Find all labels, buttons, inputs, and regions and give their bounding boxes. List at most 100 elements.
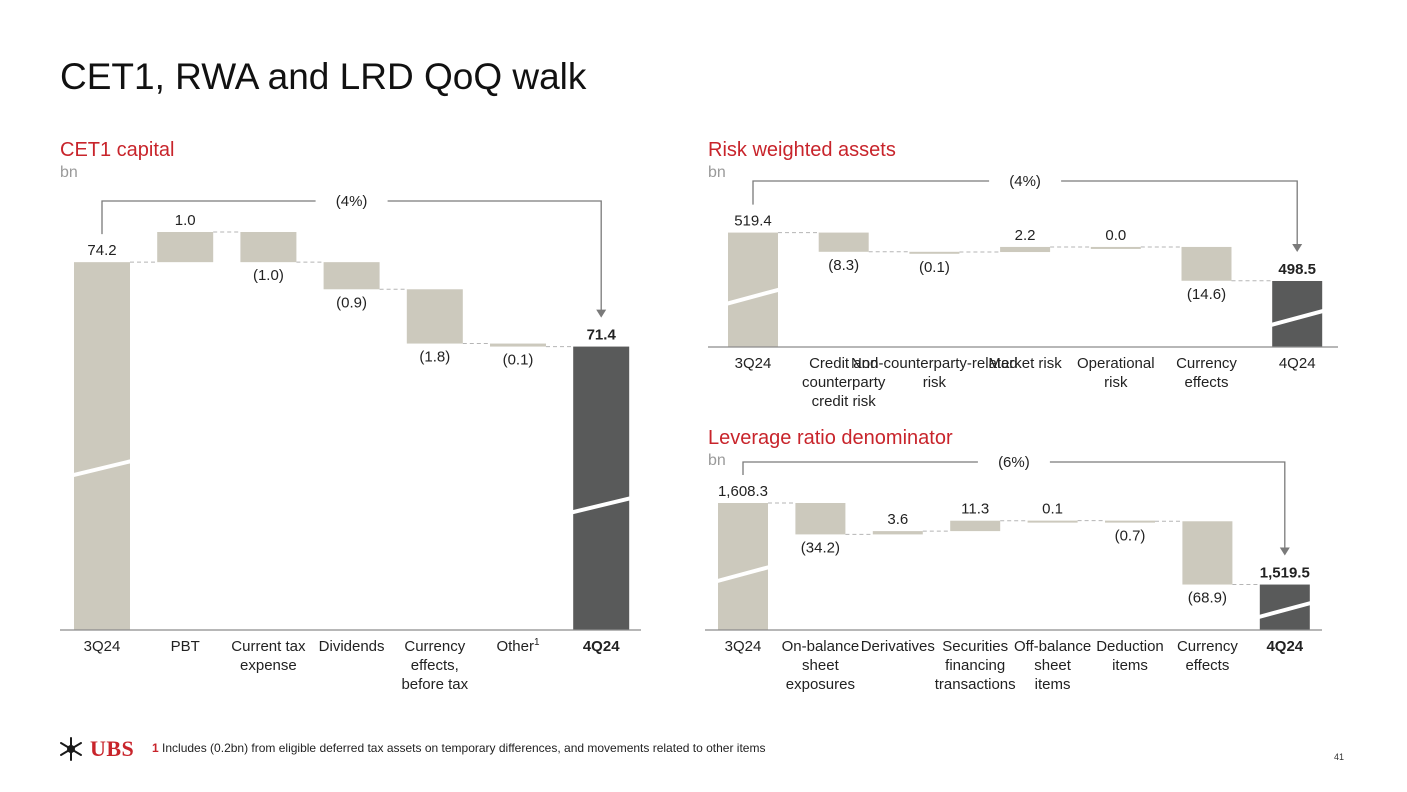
rwa-category-label-6: 4Q24 xyxy=(1279,355,1316,372)
lrd-bar-2 xyxy=(872,531,923,535)
rwa-scale-break-0 xyxy=(726,287,780,306)
lrd-bar-1 xyxy=(795,503,846,535)
cet1-bracket-right xyxy=(387,200,602,311)
cet1-value-label-2: (1.0) xyxy=(253,267,284,284)
cet1-category-label-0: 3Q24 xyxy=(84,638,121,655)
rwa-bracket-label: (4%) xyxy=(1009,173,1041,190)
lrd-bracket-arrow xyxy=(1279,547,1290,556)
lrd-chart: 1,608.3 (34.2) 3.6 11.3 0.1 (0.7) (68.9) 1,519.… xyxy=(705,454,1322,693)
lrd-bar-3 xyxy=(950,520,1001,532)
lrd-category-label-6: Currency effects xyxy=(1177,638,1238,674)
lrd-value-label-3: 11.3 xyxy=(961,501,989,518)
lrd-unit-label: bn xyxy=(708,452,726,469)
lrd-bracket-label: (6%) xyxy=(998,454,1030,471)
cet1-chart: 74.2 1.0 (1.0) (0.9) (1.8) (0.1) 71.4 3Q24 PBT Cu… xyxy=(60,193,641,693)
cet1-category-label-6: 4Q24 xyxy=(583,638,620,655)
lrd-scale-break-7 xyxy=(1258,601,1312,619)
lrd-bar-4 xyxy=(1027,520,1078,523)
cet1-bar-4 xyxy=(406,289,463,344)
lrd-category-label-7: 4Q24 xyxy=(1266,638,1303,655)
rwa-value-label-2: (0.1) xyxy=(919,259,950,276)
lrd-value-label-2: 3.6 xyxy=(887,511,908,528)
lrd-value-label-4: 0.1 xyxy=(1042,501,1063,518)
cet1-bar-0 xyxy=(74,262,130,630)
cet1-value-label-4: (1.8) xyxy=(419,349,450,366)
lrd-value-label-6: (68.9) xyxy=(1188,590,1227,607)
rwa-category-label-4: Operational risk xyxy=(1077,355,1155,391)
footnote-text: Includes (0.2bn) from eligible deferred … xyxy=(162,741,766,755)
lrd-bar-0 xyxy=(718,503,768,630)
rwa-value-label-6: 498.5 xyxy=(1278,261,1316,278)
lrd-category-label-2: Derivatives xyxy=(861,638,935,655)
rwa-category-label-1: Credit and counterparty credit risk xyxy=(802,355,886,410)
page-title: CET1, RWA and LRD QoQ walk xyxy=(60,56,587,97)
lrd-chart-title: Leverage ratio denominator xyxy=(708,427,953,449)
cet1-value-label-6: 71.4 xyxy=(587,327,617,344)
rwa-category-label-0: 3Q24 xyxy=(735,355,772,372)
lrd-bar-6 xyxy=(1182,521,1233,585)
rwa-bar-4 xyxy=(1090,246,1141,249)
lrd-category-label-3: Securities financing transactions xyxy=(935,638,1016,693)
rwa-value-label-4: 0.0 xyxy=(1105,227,1126,244)
footnote: 1 Includes (0.2bn) from eligible deferre… xyxy=(152,741,765,755)
cet1-bracket-left xyxy=(101,200,316,235)
cet1-category-label-1: PBT xyxy=(171,638,200,655)
rwa-bar-1 xyxy=(818,232,869,252)
cet1-category-label-5: Other1 xyxy=(496,637,540,655)
cet1-bracket-arrow xyxy=(596,309,607,318)
lrd-category-label-5: Deduction items xyxy=(1096,638,1164,674)
rwa-value-label-1: (8.3) xyxy=(828,257,859,274)
cet1-value-label-3: (0.9) xyxy=(336,294,367,311)
rwa-bar-5 xyxy=(1181,246,1232,281)
rwa-unit-label: bn xyxy=(708,164,726,181)
lrd-bar-5 xyxy=(1105,520,1155,523)
rwa-value-label-3: 2.2 xyxy=(1015,227,1036,244)
lrd-category-label-0: 3Q24 xyxy=(725,638,762,655)
rwa-bar-0 xyxy=(728,232,778,347)
cet1-value-label-0: 74.2 xyxy=(87,242,116,259)
lrd-category-label-4: Off-balance sheet items xyxy=(1014,638,1091,693)
cet1-bar-5 xyxy=(490,343,546,347)
cet1-bar-2 xyxy=(240,232,297,263)
rwa-category-label-2: Non-counterparty-related risk xyxy=(851,355,1018,391)
cet1-category-label-2: Current tax expense xyxy=(231,638,306,674)
rwa-chart: 519.4 (8.3) (0.1) 2.2 0.0 (14.6) 498.5 3Q24 Cred… xyxy=(708,173,1338,410)
cet1-category-label-3: Dividends xyxy=(319,638,385,655)
lrd-bracket-right xyxy=(1049,461,1286,549)
rwa-scale-break-6 xyxy=(1270,309,1324,327)
ubs-logo-text: UBS xyxy=(90,736,135,761)
cet1-bracket-label: (4%) xyxy=(336,193,368,210)
cet1-unit-label: bn xyxy=(60,164,78,181)
cet1-value-label-1: 1.0 xyxy=(175,212,196,229)
cet1-scale-break-0 xyxy=(72,459,132,478)
rwa-bracket-right xyxy=(1061,180,1298,245)
cet1-scale-break-6 xyxy=(571,496,631,515)
rwa-category-label-3: Market risk xyxy=(988,355,1062,372)
rwa-chart-title: Risk weighted assets xyxy=(708,139,896,161)
lrd-value-label-5: (0.7) xyxy=(1115,528,1146,545)
rwa-bar-2 xyxy=(909,251,960,254)
rwa-category-label-5: Currency effects xyxy=(1176,355,1237,391)
page-number: 41 xyxy=(1334,752,1345,762)
cet1-bar-6 xyxy=(573,346,630,630)
cet1-category-label-4: Currency effects, before tax xyxy=(401,638,468,693)
rwa-bar-3 xyxy=(1000,246,1051,253)
rwa-bracket-arrow xyxy=(1292,243,1303,252)
lrd-value-label-1: (34.2) xyxy=(801,539,840,556)
cet1-bar-3 xyxy=(323,262,380,290)
ubs-logo: UBS xyxy=(58,736,134,762)
rwa-value-label-0: 519.4 xyxy=(734,213,772,230)
lrd-category-label-1: On-balance sheet exposures xyxy=(782,638,860,693)
rwa-value-label-5: (14.6) xyxy=(1187,286,1226,303)
cet1-value-label-5: (0.1) xyxy=(503,352,534,369)
keys-icon xyxy=(60,737,82,761)
lrd-value-label-7: 1,519.5 xyxy=(1260,565,1310,582)
lrd-scale-break-0 xyxy=(716,565,770,584)
rwa-bracket-left xyxy=(752,180,990,205)
lrd-bracket-left xyxy=(742,461,978,475)
footnote-marker: 1 xyxy=(152,741,159,755)
cet1-chart-title: CET1 capital xyxy=(60,139,175,161)
cet1-bar-1 xyxy=(157,232,214,263)
lrd-value-label-0: 1,608.3 xyxy=(718,483,768,500)
